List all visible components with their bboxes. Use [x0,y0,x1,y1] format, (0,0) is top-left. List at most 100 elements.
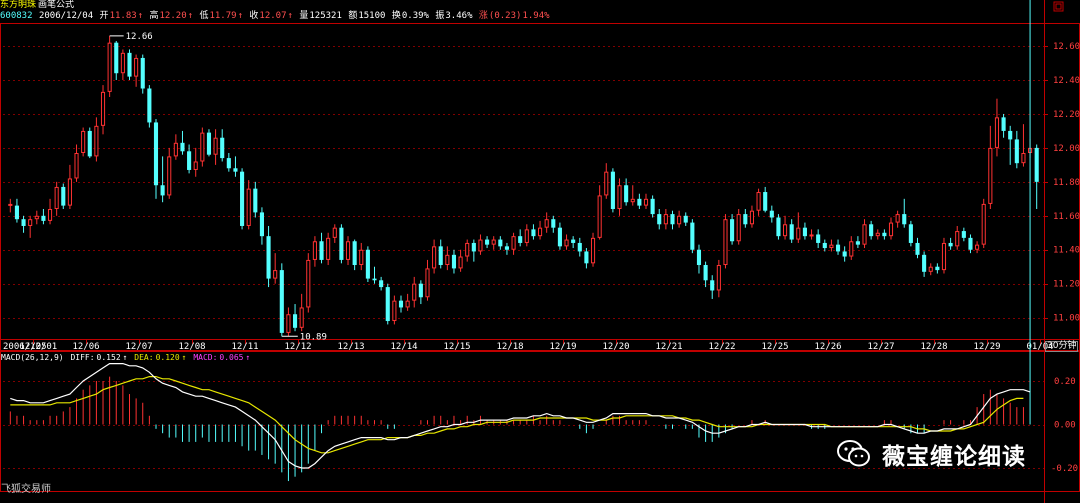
close-arrow: ↑ [287,11,293,21]
window-restore-icon[interactable] [1053,1,1064,12]
candle-body-down [266,236,271,279]
candle-body-up [273,270,278,279]
candle-body-up [246,188,251,226]
candle-body-down [385,287,390,322]
macd-legend: MACD(26,12,9) DIFF: 0.152 ↑ DEA: 0.120 ↑ MAC… [1,352,252,363]
candle-body-up [167,156,172,196]
candle-body-down [206,132,212,155]
period-selector[interactable]: 30分钟 [1045,341,1079,352]
candle-body-down [292,314,298,328]
candle-body-up [81,130,86,153]
volume-label: 量 [299,11,309,21]
price-axis-label: 11.80 [1053,178,1080,188]
date-axis-label: 12/29 [974,342,1001,352]
candle-body-up [213,137,218,155]
candle-body-down [504,246,509,250]
candle-body-up [405,300,410,308]
open-value: 11.83 [109,11,137,21]
formula-label[interactable]: 画笔公式 [38,0,75,10]
candle-body-up [445,254,450,266]
high-arrow: ↑ [187,11,194,21]
candle-body-up [200,132,205,162]
price-axis-label: 11.20 [1053,280,1080,290]
candle-body-down [584,251,589,264]
candle-body-up [783,224,788,237]
candle-body-up [975,244,980,250]
candle-body-up [425,268,430,298]
candle-body-up [465,242,470,257]
candle-body-up [862,224,867,245]
change-percent: 1.94% [522,11,550,21]
date-axis-label: 12/27 [868,342,895,352]
candle-body-up [643,198,649,206]
candle-body-down [498,239,503,247]
low-value: 11.79 [209,11,237,21]
candle-body-down [153,122,159,186]
close-value: 12.07 [259,11,287,21]
candle-body-up [716,265,721,291]
candle-body-up [756,192,761,211]
candle-body-up [332,227,337,238]
candle-body-down [61,186,66,206]
candle-body-down [551,219,556,228]
candle-body-down [319,241,324,260]
candle-body-up [47,209,53,221]
stock-code: 600832 [0,11,33,21]
candle-body-up [1021,152,1026,164]
candle-body-down [147,88,152,123]
date-axis-label: 12/28 [921,342,948,352]
candle-body-down [187,151,192,170]
candle-body-down [240,171,245,226]
date-axis-label: 2006/12/01 [3,342,57,352]
candle-body-up [796,227,801,240]
candle-body-up [663,214,668,225]
wechat-icon [837,440,870,467]
date-axis-label: 12/08 [179,342,206,352]
date-axis-label: 12/19 [550,342,577,352]
price-axis-label: 11.40 [1053,246,1080,256]
diff-value: 0.152 [96,353,121,362]
candle-body-down [670,214,675,225]
date-axis-label: 12/25 [762,342,789,352]
candle-body-up [120,52,125,74]
diff-label: DIFF: [70,353,95,362]
candle-body-down [922,254,927,272]
candle-body-up [345,241,351,260]
wechat-watermark: 薇宝缠论细读 [836,428,1026,480]
candle-body-down [571,239,576,243]
candle-body-down [802,227,807,237]
candle-body-down [398,300,404,308]
candle-body-up [895,214,900,223]
price-axis-label: 12.60 [1053,42,1080,52]
macd-value: 0.065 [219,353,244,362]
candle-body-down [842,251,847,257]
quote-date: 2006/12/04 [38,11,94,21]
price-axis-label: 12.20 [1053,110,1080,120]
dea-arrow: ↑ [181,353,187,362]
candle-body-down [855,241,860,245]
candle-body-down [769,210,774,218]
candle-body-up [829,244,834,249]
candle-body-down [1014,139,1019,164]
low-arrow: ↑ [237,11,243,21]
candle-body-up [491,239,496,245]
price-axis-label: 12.00 [1053,144,1080,154]
quote-info-bar: 600832 2006/12/04 开11.83↑ 高12.20↑ 低11.79… [0,11,551,22]
candle-body-down [127,52,132,77]
macd-axis-label: -0.20 [1051,464,1078,474]
candle-body-up [286,314,291,333]
candle-body-down [365,249,370,279]
candle-body-up [299,307,304,328]
candle-body-down [908,224,913,243]
price-axis-label: 11.60 [1053,212,1080,222]
date-axis-label: 12/18 [497,342,524,352]
open-arrow: ↑ [137,11,144,21]
watermark-text: 薇宝缠论细读 [882,444,1026,470]
candle-body-down [485,239,490,245]
candle-body-down [451,254,457,269]
candle-body-down [683,215,688,223]
candle-body-down [418,283,423,298]
candle-body-up [432,246,437,269]
candle-body-up [749,210,755,225]
